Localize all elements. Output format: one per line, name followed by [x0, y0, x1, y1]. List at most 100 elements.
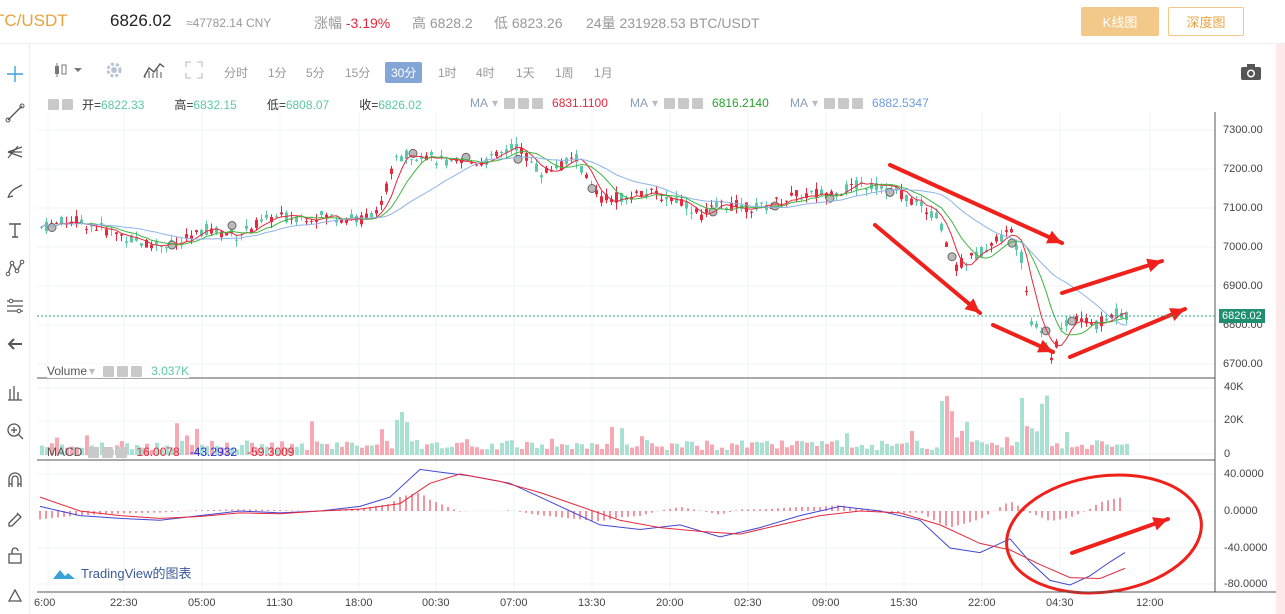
brush-icon[interactable] [3, 179, 27, 203]
ma2-eye-icon[interactable] [664, 97, 676, 109]
volume-bar [380, 429, 384, 455]
timeframe-button[interactable]: 1周 [555, 66, 574, 80]
timeframe-button[interactable]: 1月 [594, 66, 613, 80]
volume-bar [70, 446, 74, 455]
volume-bar [765, 441, 769, 455]
fullscreen-icon[interactable] [184, 60, 204, 85]
timeframe-button[interactable]: 1时 [438, 66, 457, 80]
text-tool-icon[interactable] [3, 218, 27, 242]
volume-axis-label: 20K [1224, 414, 1244, 426]
macd-close-icon[interactable] [116, 446, 128, 458]
volume-bar [990, 442, 994, 455]
candle-type-icon[interactable] [52, 62, 82, 83]
pattern-icon[interactable] [3, 256, 27, 280]
timeframe-button[interactable]: 4时 [476, 66, 495, 80]
camera-icon[interactable] [1240, 63, 1262, 86]
volume-bar [615, 448, 619, 455]
volume-bar [60, 444, 64, 455]
tradingview-brand[interactable]: TradingView的图表 [52, 563, 192, 582]
fib-retracement-icon[interactable] [3, 294, 27, 318]
volume-bar [840, 446, 844, 455]
chart-toolbar: 分时 1分 5分 15分 30分 1时 4时 1天 1周 1月 [44, 58, 1245, 84]
volume-bar [645, 440, 649, 455]
volume-bar [100, 442, 104, 455]
collapse-arrow-icon[interactable] [3, 332, 27, 356]
ma3-close-icon[interactable] [852, 97, 864, 109]
ma3-value: 6882.5347 [872, 96, 929, 110]
candle-body [695, 208, 698, 213]
signal-marker [167, 240, 177, 250]
ma1-settings-icon[interactable] [518, 97, 530, 109]
volume-bar [1005, 437, 1009, 455]
volume-bar [365, 445, 369, 455]
settings-icon[interactable] [62, 99, 73, 110]
candle-body [385, 183, 388, 192]
open-value: 6822.33 [101, 97, 145, 112]
volume-bar [630, 447, 634, 455]
settings-gear-icon[interactable] [104, 60, 124, 85]
timeframe-button[interactable]: 分时 [224, 66, 249, 80]
macd-eye-icon[interactable] [88, 446, 100, 458]
depth-chart-button[interactable]: 深度图 [1168, 7, 1244, 36]
candle-body [345, 220, 348, 223]
timeframe-button[interactable]: 1天 [516, 66, 535, 80]
volume-bar [290, 443, 294, 455]
time-axis-label: 05:00 [188, 597, 216, 609]
lock-icon[interactable] [3, 543, 27, 567]
volume-eye-icon[interactable] [103, 365, 115, 377]
trash-icon[interactable] [3, 581, 27, 605]
volume-close-icon[interactable] [131, 365, 143, 377]
candle-body [365, 213, 368, 220]
volume-bar [595, 444, 599, 455]
volume-bar [525, 441, 529, 455]
macd-settings-icon[interactable] [102, 446, 114, 458]
candle-body [615, 192, 618, 203]
candle-body [1035, 323, 1038, 328]
eye-icon[interactable] [48, 99, 59, 110]
candle-body [295, 217, 298, 223]
volume-bar [160, 449, 164, 455]
measure-icon[interactable] [3, 381, 27, 405]
timeframe-button[interactable]: 5分 [306, 66, 325, 80]
volume-settings-icon[interactable] [117, 365, 129, 377]
crosshair-icon[interactable] [3, 62, 27, 86]
trend-line-icon[interactable] [3, 101, 27, 125]
candle-body [1115, 308, 1118, 318]
timeframe-button-active[interactable]: 30分 [385, 62, 423, 83]
volume-bar [275, 448, 279, 455]
low-label: 低= [266, 98, 286, 112]
ma3-eye-icon[interactable] [824, 97, 836, 109]
volume-bar [385, 440, 389, 455]
ma2-settings-icon[interactable] [678, 97, 690, 109]
ma-line-short [41, 146, 1127, 347]
volume-bar [635, 446, 639, 455]
ma2-close-icon[interactable] [692, 97, 704, 109]
candle-body [205, 224, 208, 236]
volume-bar [640, 436, 644, 455]
timeframe-button[interactable]: 1分 [268, 66, 287, 80]
pair-name[interactable]: TC/USDT [0, 11, 68, 30]
kline-button[interactable]: K线图 [1081, 7, 1159, 36]
zoom-in-icon[interactable] [3, 419, 27, 443]
ma1-eye-icon[interactable] [504, 97, 516, 109]
timeframe-button[interactable]: 15分 [345, 66, 371, 80]
ma1-close-icon[interactable] [532, 97, 544, 109]
volume-bar [570, 449, 574, 455]
volume-bar [240, 445, 244, 455]
time-axis-label: 18:00 [345, 597, 373, 609]
volume-bar [940, 401, 944, 455]
candle-body [145, 239, 148, 248]
volume-bar [590, 443, 594, 455]
indicators-icon[interactable] [142, 60, 166, 85]
ma3-settings-icon[interactable] [838, 97, 850, 109]
candle-body [190, 235, 193, 239]
volume-bar [535, 447, 539, 455]
pitchfork-icon[interactable] [3, 140, 27, 164]
candle-body [520, 147, 523, 154]
volume-bar [790, 445, 794, 455]
magnet-icon[interactable] [3, 468, 27, 492]
candle-body [380, 200, 383, 205]
candle-body [705, 208, 708, 214]
lock-drawing-icon[interactable] [3, 505, 27, 529]
